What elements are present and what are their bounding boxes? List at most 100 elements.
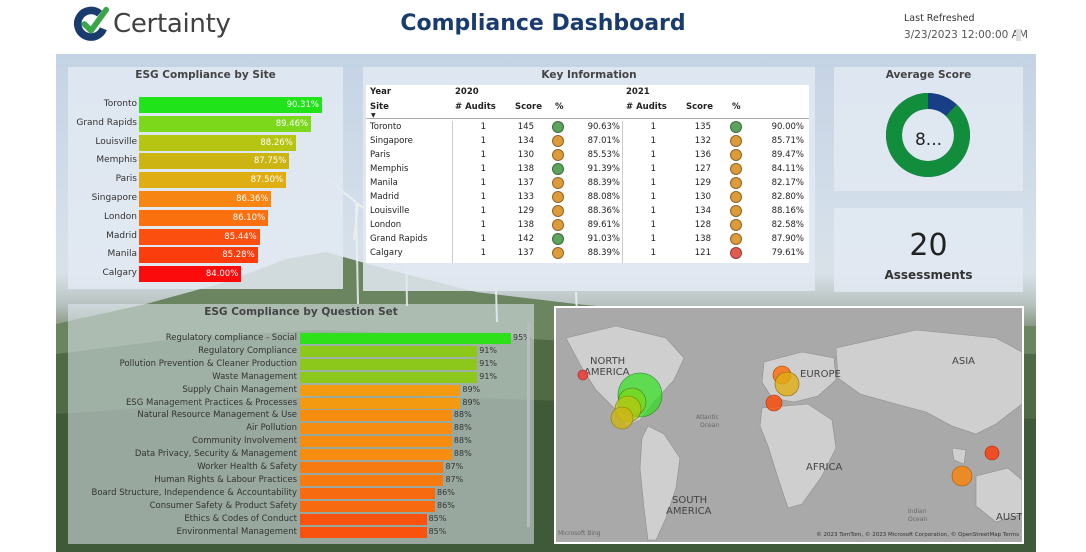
audits-2020-header[interactable]: # Audits bbox=[455, 102, 496, 112]
score-2020-header[interactable]: Score bbox=[515, 102, 542, 112]
question-bar-value: 91% bbox=[479, 358, 498, 368]
question-bar-row[interactable]: Worker Health & Safety 87% bbox=[68, 462, 528, 473]
map-label-indian: Indian bbox=[908, 508, 927, 515]
site-bar[interactable]: 85.44% bbox=[139, 228, 260, 245]
key-info-title: Key Information bbox=[541, 69, 637, 81]
question-bar[interactable] bbox=[300, 358, 478, 370]
site-bar[interactable]: 89.46% bbox=[139, 115, 312, 132]
site-bar[interactable]: 87.75% bbox=[139, 153, 290, 170]
site-bar-value: 84.00% bbox=[205, 269, 239, 280]
question-bar[interactable] bbox=[300, 449, 452, 461]
pct-2020-header[interactable]: % bbox=[555, 102, 564, 112]
bubble-manila[interactable] bbox=[984, 445, 1000, 461]
question-bar-row[interactable]: Natural Resource Management & Use 88% bbox=[68, 410, 528, 422]
assessments-card: 20 Assessments bbox=[834, 208, 1023, 292]
sort-arrow-icon[interactable]: ▼ bbox=[371, 112, 376, 119]
site-bar-value: 88.26% bbox=[260, 137, 293, 148]
bubble-madrid[interactable] bbox=[765, 394, 783, 412]
site-bar-row[interactable]: Louisville 88.26% bbox=[68, 134, 343, 151]
table-cell: 89.47% bbox=[771, 150, 804, 160]
table-cell: 135 bbox=[694, 122, 711, 132]
question-bar-row[interactable]: Environmental Management 85% bbox=[68, 526, 528, 538]
site-bar-label: Madrid bbox=[106, 230, 137, 241]
table-cell: 1 bbox=[650, 136, 656, 146]
score-2021-header[interactable]: Score bbox=[686, 102, 713, 112]
pct-2021-header[interactable]: % bbox=[732, 102, 741, 112]
question-bar[interactable] bbox=[300, 462, 444, 473]
site-bar-value: 85.44% bbox=[224, 231, 257, 242]
table-cell: 1 bbox=[480, 136, 486, 146]
site-bar[interactable]: 86.10% bbox=[139, 209, 269, 226]
site-bar-value: 86.10% bbox=[232, 212, 266, 223]
site-bar-label: Grand Rapids bbox=[76, 117, 137, 128]
question-bar-row[interactable]: Waste Management 91% bbox=[68, 371, 528, 383]
table-cell: 85.71% bbox=[771, 136, 804, 146]
question-bar[interactable] bbox=[300, 436, 452, 448]
site-bar-row[interactable]: Memphis 87.75% bbox=[68, 153, 343, 170]
question-bar-row[interactable]: Regulatory Compliance 91% bbox=[68, 345, 528, 357]
audits-2021-header[interactable]: # Audits bbox=[626, 102, 667, 112]
site-bar-row[interactable]: Madrid 85.44% bbox=[68, 228, 343, 245]
question-bar[interactable] bbox=[300, 526, 427, 538]
site-bar-row[interactable]: Singapore 86.36% bbox=[68, 191, 343, 207]
site-bar[interactable]: 84.00% bbox=[139, 266, 242, 283]
map-attribution[interactable]: © 2023 TomTom, © 2023 Microsoft Corporat… bbox=[816, 532, 1019, 538]
map-label-south-america: SOUTH bbox=[672, 495, 708, 506]
site-bar[interactable]: 86.36% bbox=[139, 191, 272, 207]
question-bar[interactable] bbox=[300, 423, 452, 435]
question-bar[interactable] bbox=[300, 474, 444, 486]
map-label-south-america-2: AMERICA bbox=[666, 506, 712, 517]
world-map[interactable]: NORTH AMERICA EUROPE ASIA AFRICA SOUTH A… bbox=[556, 308, 1022, 542]
status-dot-icon bbox=[552, 205, 564, 217]
question-bar[interactable] bbox=[300, 410, 452, 422]
table-cell: 87.01% bbox=[587, 136, 620, 146]
site-bar[interactable]: 85.28% bbox=[139, 247, 258, 264]
site-bar-row[interactable]: London 86.10% bbox=[68, 209, 343, 226]
question-bar-row[interactable]: Consumer Safety & Product Safety 86% bbox=[68, 500, 528, 512]
question-bar-value: 87% bbox=[445, 462, 464, 471]
question-bar-row[interactable]: Supply Chain Management 89% bbox=[68, 384, 528, 396]
site-bar[interactable]: 87.50% bbox=[139, 172, 287, 189]
question-bar[interactable] bbox=[300, 333, 511, 344]
column-divider bbox=[452, 121, 453, 263]
scrollbar[interactable] bbox=[527, 322, 530, 527]
table-cell: 127 bbox=[694, 164, 711, 174]
question-bar-row[interactable]: Air Pollution 88% bbox=[68, 423, 528, 435]
question-bar[interactable] bbox=[300, 500, 436, 512]
question-bar[interactable] bbox=[300, 345, 478, 357]
table-row-site: Grand Rapids bbox=[370, 234, 428, 244]
question-bar-value: 91% bbox=[479, 371, 498, 381]
table-cell: 137 bbox=[517, 248, 534, 258]
site-bar-row[interactable]: Manila 85.28% bbox=[68, 247, 343, 264]
bubble-memphis[interactable] bbox=[610, 406, 634, 430]
question-bar-row[interactable]: Regulatory compliance - Social 95% bbox=[68, 333, 531, 344]
question-bar-value: 88% bbox=[453, 436, 472, 446]
question-bar[interactable] bbox=[300, 371, 478, 383]
site-bar-row[interactable]: Toronto 90.31% bbox=[68, 97, 343, 113]
question-bar-row[interactable]: Ethics & Codes of Conduct 85% bbox=[68, 513, 528, 525]
bubble-calgary[interactable] bbox=[577, 369, 589, 381]
table-cell: 82.58% bbox=[771, 220, 804, 230]
site-header[interactable]: Site bbox=[370, 102, 389, 112]
question-bar-row[interactable]: Community Involvement 88% bbox=[68, 436, 528, 448]
question-bar[interactable] bbox=[300, 384, 461, 396]
question-bar-row[interactable]: Board Structure, Independence & Accounta… bbox=[68, 487, 528, 499]
site-bar-row[interactable]: Paris 87.50% bbox=[68, 172, 343, 189]
site-bar-row[interactable]: Grand Rapids 89.46% bbox=[68, 115, 343, 132]
average-score-value: 8... bbox=[914, 130, 943, 150]
question-bar-row[interactable]: Pollution Prevention & Cleaner Productio… bbox=[68, 358, 528, 370]
question-bar-row[interactable]: ESG Management Practices & Processes 89% bbox=[68, 397, 528, 409]
site-bar[interactable]: 90.31% bbox=[139, 97, 322, 113]
site-bar-row[interactable]: Calgary 84.00% bbox=[68, 266, 343, 283]
question-bar[interactable] bbox=[300, 487, 436, 499]
question-bar[interactable] bbox=[300, 513, 427, 525]
table-cell: 82.80% bbox=[771, 192, 804, 202]
average-score-donut[interactable] bbox=[884, 91, 972, 179]
question-bar[interactable] bbox=[300, 397, 461, 409]
question-bar-row[interactable]: Data Privacy, Security & Management 88% bbox=[68, 449, 528, 461]
site-bar[interactable]: 88.26% bbox=[139, 134, 296, 151]
question-bar-row[interactable]: Human Rights & Labour Practices 87% bbox=[68, 474, 528, 486]
bubble-singapore[interactable] bbox=[951, 465, 973, 487]
bing-logo: Microsoft Bing bbox=[558, 530, 601, 537]
bubble-paris[interactable] bbox=[774, 371, 800, 397]
